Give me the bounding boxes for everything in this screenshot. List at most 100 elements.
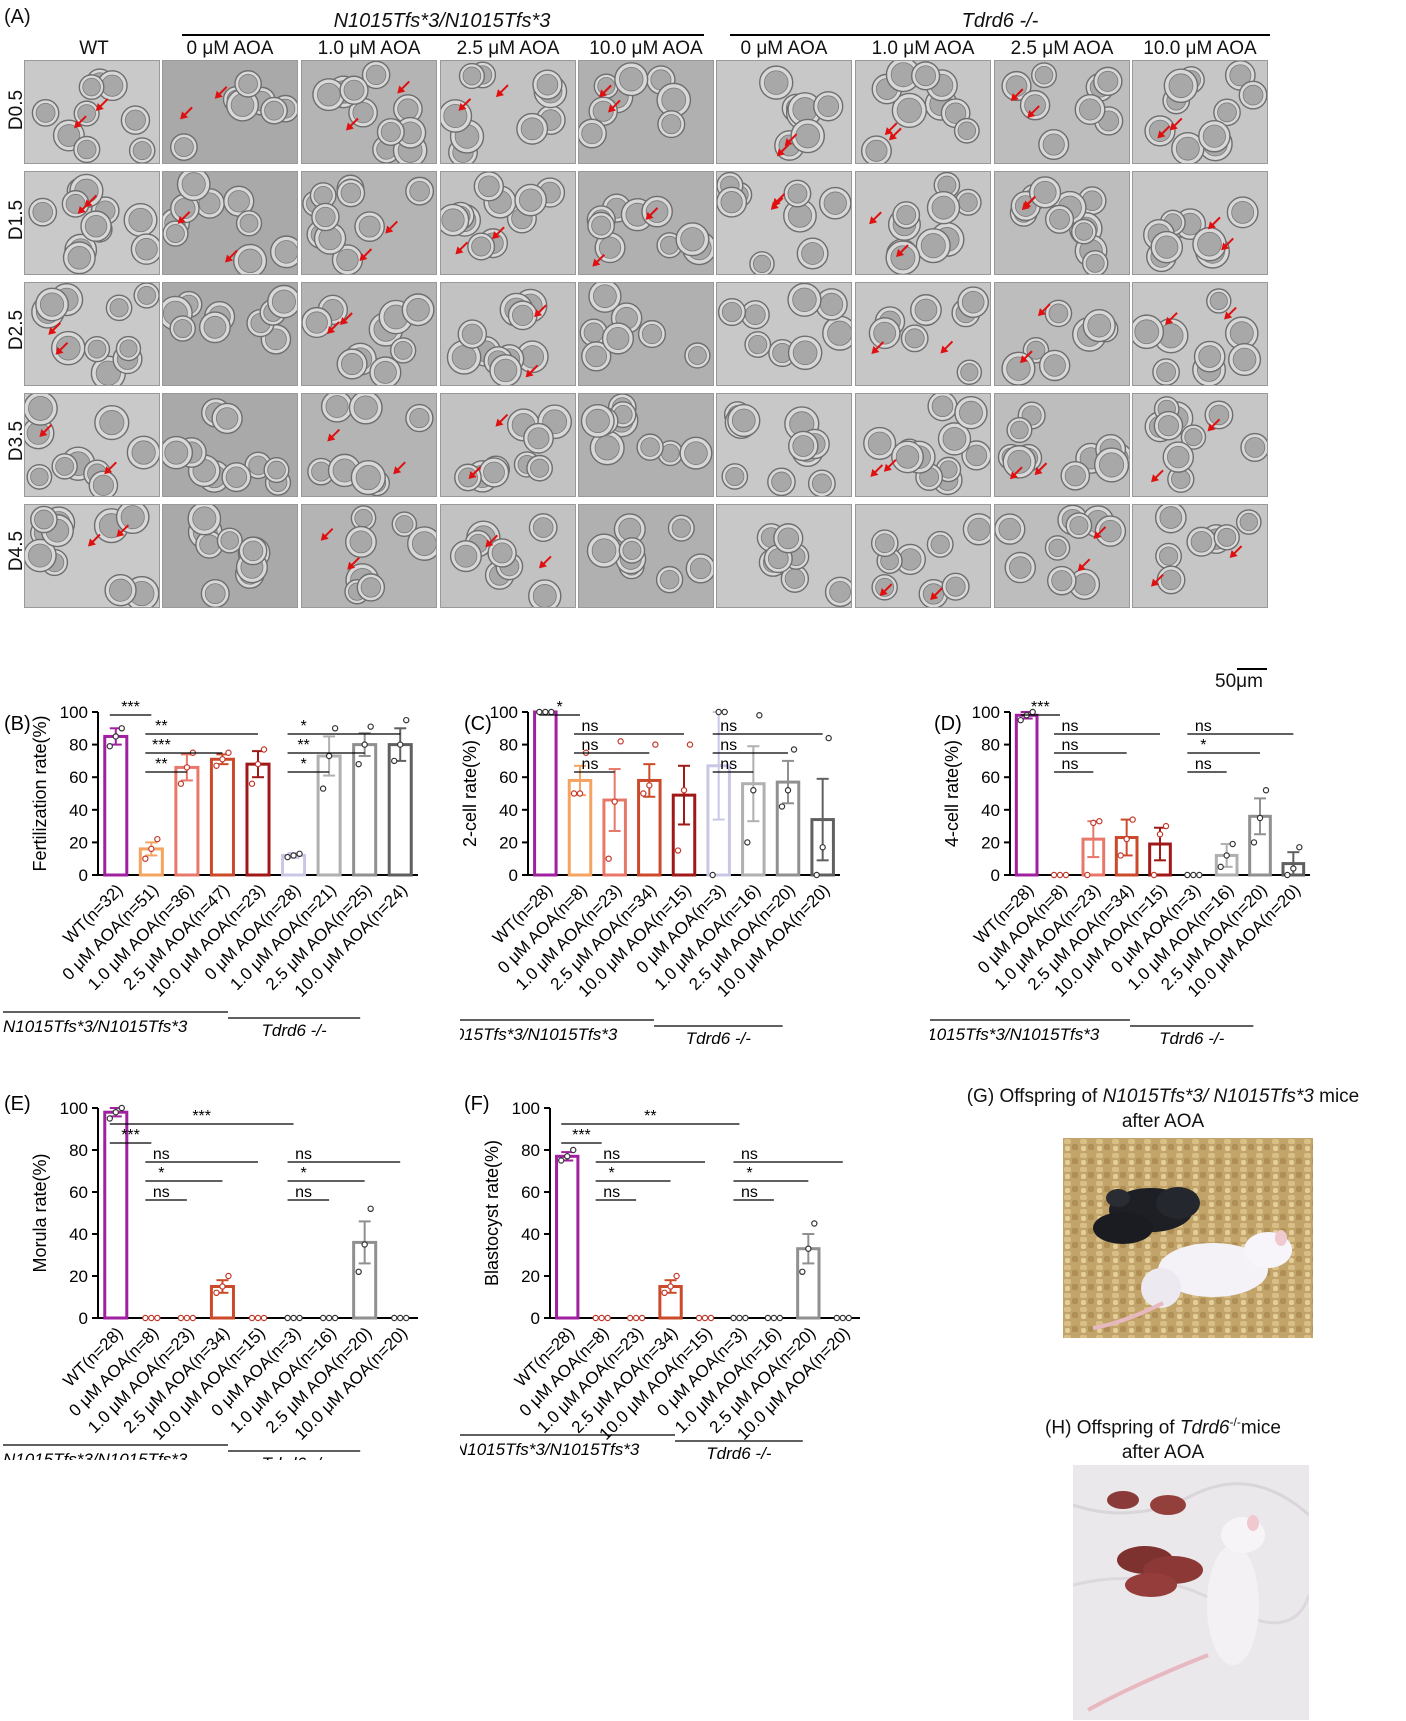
red-arrow-marker <box>350 556 360 567</box>
embryo-cytoplasm <box>35 102 56 123</box>
red-arrow-head <box>87 538 96 547</box>
red-arrow-marker <box>461 98 472 108</box>
red-arrow-marker <box>388 220 398 231</box>
panel-h-caption-suffix: mice <box>1240 1417 1281 1439</box>
data-point <box>331 1314 339 1322</box>
embryo-image-r1-c4 <box>440 60 576 164</box>
embryo-cytoplasm <box>1074 222 1094 241</box>
embryo-image-r1-c7 <box>855 60 991 164</box>
red-arrow-head <box>784 138 793 147</box>
embryo-cytoplasm <box>896 97 922 123</box>
embryo-cytoplasm <box>581 122 603 145</box>
y-tick-label: 40 <box>521 1225 540 1244</box>
data-point <box>1229 840 1236 848</box>
red-arrow-head <box>608 104 617 113</box>
red-arrow-head <box>776 148 785 157</box>
embryo-cytoplasm <box>792 287 817 313</box>
red-arrow-marker <box>349 117 359 128</box>
embryo-cytoplasm <box>1087 313 1112 338</box>
data-point <box>1223 852 1230 859</box>
red-arrow-marker <box>488 534 499 545</box>
embryo-cytoplasm <box>1024 94 1046 117</box>
embryo-cytoplasm <box>795 123 821 149</box>
panel-h-caption-line2: after AOA <box>1121 1442 1205 1464</box>
embryo-cytoplasm <box>817 95 840 118</box>
embryo-cytoplasm <box>593 284 617 309</box>
significance-label: ns <box>295 1146 312 1163</box>
embryo-cytoplasm <box>520 345 545 369</box>
red-arrow-marker <box>883 583 893 593</box>
embryo-cytoplasm <box>1159 506 1183 529</box>
red-arrow-head <box>385 225 394 234</box>
significance-label: * <box>300 718 306 735</box>
data-point <box>1150 871 1158 879</box>
embryo-cytoplasm <box>82 77 101 97</box>
data-point <box>652 741 659 748</box>
data-point <box>611 798 618 805</box>
data-point <box>819 844 826 851</box>
group-label: Tdrd6 -/- <box>262 1021 328 1040</box>
red-arrow-head <box>458 102 467 111</box>
red-arrow-marker <box>528 364 539 375</box>
data-point <box>219 756 226 763</box>
embryo-image-r4-c8 <box>994 393 1130 497</box>
embryo-cytoplasm <box>353 395 378 420</box>
red-arrow-head <box>884 127 893 136</box>
significance-label: ** <box>644 1108 656 1125</box>
embryo-cytoplasm <box>393 341 413 360</box>
embryo-cytoplasm <box>204 583 226 604</box>
embryo-cytoplasm <box>930 534 950 554</box>
red-arrow-marker <box>943 340 954 351</box>
data-point <box>319 785 327 792</box>
embryo-cytoplasm <box>77 139 97 160</box>
red-arrow-head <box>177 215 186 224</box>
embryo-cytoplasm <box>373 360 397 384</box>
data-point <box>1284 871 1291 879</box>
significance-label: *** <box>1031 700 1050 716</box>
significance-label: * <box>300 1165 306 1182</box>
embryo-cytoplasm <box>645 200 669 223</box>
embryo-cytoplasm <box>315 206 336 228</box>
red-arrow-marker <box>1030 105 1040 115</box>
red-arrow-marker <box>343 312 353 322</box>
embryo-cytoplasm <box>641 323 663 345</box>
red-arrow-head <box>359 253 368 262</box>
embryo-cytoplasm <box>895 445 920 469</box>
red-arrow-marker <box>1154 573 1164 584</box>
y-tick-label: 0 <box>531 1309 540 1328</box>
embryo-cytoplasm <box>267 460 286 480</box>
data-point <box>148 1314 155 1322</box>
embryo-image-r3-c6 <box>716 282 852 386</box>
embryo-image-r5-c8 <box>994 504 1130 608</box>
embryo-cytoplasm <box>585 408 610 434</box>
data-point <box>661 1289 668 1296</box>
embryo-image-r2-c6 <box>716 171 852 275</box>
red-arrow-head <box>896 249 905 258</box>
embryo-cytoplasm <box>95 360 121 385</box>
embryo-image-r3-c4 <box>440 282 576 386</box>
embryo-cytoplasm <box>174 137 194 157</box>
data-point <box>1017 716 1024 724</box>
y-tick-label: 80 <box>981 736 1000 755</box>
embryo-cytoplasm <box>1190 530 1213 553</box>
significance-label: ns <box>1195 718 1212 735</box>
significance-label: ns <box>741 1146 758 1163</box>
embryo-cytoplasm <box>942 426 967 451</box>
panel-label: (D) <box>934 713 962 735</box>
embryo-cytoplasm <box>965 444 988 467</box>
embryo-cytoplasm <box>944 102 967 124</box>
embryo-cytoplasm <box>957 121 977 140</box>
data-point <box>805 1245 812 1252</box>
red-arrow-marker <box>1173 117 1183 128</box>
data-point <box>112 1109 119 1116</box>
data-point <box>558 1157 565 1164</box>
data-point <box>177 780 185 787</box>
embryo-cytoplasm <box>119 339 138 358</box>
embryo-cytoplasm <box>792 435 815 457</box>
embryo-cytoplasm <box>311 461 332 482</box>
bar <box>555 1154 580 1320</box>
red-arrow-marker <box>892 127 902 138</box>
data-point <box>225 749 232 756</box>
embryo-cytoplasm <box>1134 319 1160 345</box>
red-arrow-marker <box>542 555 552 566</box>
